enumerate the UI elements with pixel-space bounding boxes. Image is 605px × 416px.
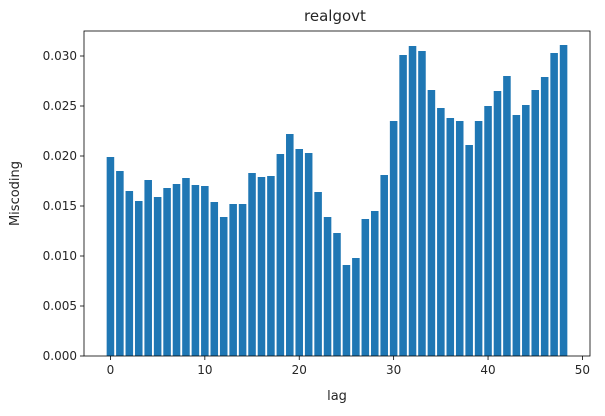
bar-lag-46 (540, 77, 549, 356)
y-tick-label: 0.030 (43, 49, 77, 63)
bar-lag-30 (389, 121, 398, 356)
x-axis-label: lag (327, 389, 347, 404)
bar-lag-40 (484, 106, 492, 356)
bar-lag-14 (238, 204, 247, 356)
ticks-layer: 0 10 20 30 40 50 0.000 0.005 0.010 0.015 0.020 0.02… (43, 49, 590, 377)
bar-lag-12 (219, 217, 228, 356)
bar-lag-24 (333, 233, 341, 356)
bar-lag-20 (295, 149, 304, 356)
bar-lag-31 (399, 55, 407, 356)
bar-lag-4 (144, 180, 152, 356)
bar-lag-21 (304, 153, 313, 356)
bar-lag-48 (559, 45, 568, 356)
bar-lag-34 (427, 90, 436, 356)
bar-lag-9 (191, 185, 200, 356)
bar-lag-10 (201, 186, 209, 356)
bar-lag-11 (210, 202, 219, 356)
bar-lag-0 (106, 157, 115, 356)
bar-lag-16 (257, 177, 266, 356)
chart-title: realgovt (304, 7, 366, 25)
x-tick-label: 10 (197, 363, 212, 377)
bar-lag-27 (361, 219, 370, 356)
bar-lag-23 (323, 217, 332, 356)
bar-lag-7 (172, 184, 181, 356)
bar-lag-17 (267, 176, 275, 356)
bar-lag-35 (437, 108, 445, 356)
y-tick-label: 0.020 (43, 149, 77, 163)
bar-lag-38 (465, 145, 473, 356)
x-tick-label: 40 (480, 363, 495, 377)
bar-lag-47 (550, 53, 558, 356)
bar-lag-2 (125, 191, 134, 356)
bar-lag-3 (134, 201, 143, 356)
y-axis-label: Miscoding (8, 161, 23, 226)
bar-lag-33 (418, 51, 426, 356)
bar-lag-22 (314, 192, 322, 356)
bar-lag-13 (229, 204, 237, 356)
bar-lag-32 (408, 46, 417, 356)
bar-lag-6 (163, 188, 171, 356)
bar-lag-43 (512, 115, 521, 356)
bar-lag-28 (370, 211, 379, 356)
y-tick-label: 0.010 (43, 249, 77, 263)
bars-layer (106, 45, 568, 356)
bar-lag-42 (503, 76, 511, 356)
bar-lag-41 (493, 91, 502, 356)
x-tick-label: 50 (575, 363, 590, 377)
y-tick-label: 0.025 (43, 99, 77, 113)
bar-lag-1 (116, 171, 124, 356)
bar-lag-26 (352, 258, 360, 356)
bar-lag-37 (455, 121, 464, 356)
y-tick-label: 0.015 (43, 199, 77, 213)
bar-lag-15 (248, 173, 256, 356)
bar-lag-5 (153, 197, 162, 356)
x-tick-label: 30 (386, 363, 401, 377)
bar-lag-45 (531, 90, 540, 356)
bar-lag-39 (474, 121, 483, 356)
x-tick-label: 20 (292, 363, 307, 377)
plot-frame (83, 30, 591, 357)
y-tick-label: 0.000 (43, 349, 77, 363)
bar-lag-25 (342, 265, 351, 356)
bar-lag-8 (182, 178, 190, 356)
bar-lag-18 (276, 154, 285, 356)
bar-lag-19 (286, 134, 294, 356)
bar-lag-44 (522, 105, 530, 356)
bar-lag-36 (446, 118, 455, 356)
bar-lag-29 (380, 175, 388, 356)
x-tick-label: 0 (107, 363, 115, 377)
y-tick-label: 0.005 (43, 299, 77, 313)
